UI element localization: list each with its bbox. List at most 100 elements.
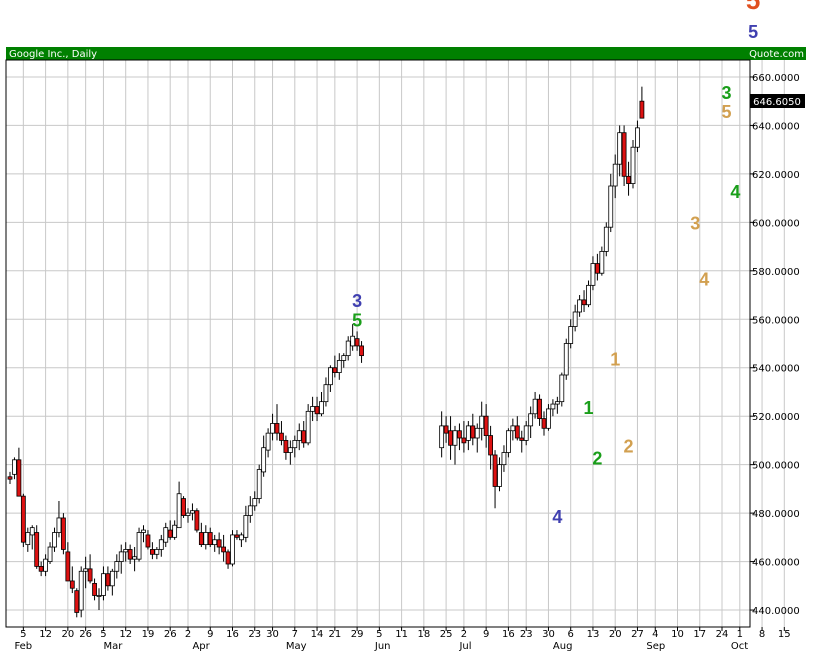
candle-down — [61, 517, 66, 550]
candle-up — [25, 532, 31, 546]
wave-label: 4 — [552, 507, 562, 527]
candle-up — [497, 464, 502, 487]
candle-up — [256, 469, 262, 499]
y-tick-label: 500.0000 — [752, 461, 800, 472]
candle-up — [305, 410, 311, 444]
candle-up — [323, 384, 329, 403]
candle-down — [461, 437, 467, 444]
candle-up — [501, 452, 507, 466]
month-label: Sep — [646, 641, 665, 652]
candle-down — [194, 510, 200, 531]
wave-label: 1 — [610, 349, 620, 369]
candle-down — [537, 398, 542, 420]
month-label: Oct — [731, 641, 748, 652]
candle-up — [47, 546, 53, 562]
candle-up — [439, 425, 445, 449]
month-label: May — [286, 641, 307, 652]
candle-down — [483, 415, 489, 436]
candle-up — [550, 403, 556, 410]
candle-down — [470, 425, 476, 439]
x-tick-label: 6 — [568, 629, 574, 640]
candle-up — [532, 398, 538, 415]
candle-up — [163, 527, 169, 543]
x-tick-label: 10 — [671, 629, 684, 640]
candle-down — [87, 568, 93, 582]
x-tick-label: 1 — [737, 629, 743, 640]
candle-up — [56, 517, 62, 533]
candle-up — [158, 539, 164, 550]
x-axis-ticks: 5 12 20 26 5 12 19 26 2 9 16 23 30 7 14 21 29 5 11 18 25 2 9 16… — [14, 627, 791, 652]
candle-down — [279, 432, 284, 441]
candle-up — [474, 427, 480, 439]
y-tick-label: 620.0000 — [752, 170, 800, 181]
candle-down — [34, 532, 40, 567]
candle-down — [519, 437, 525, 441]
candle-up — [559, 374, 565, 403]
candle-down — [639, 100, 645, 119]
candle-down — [621, 132, 627, 177]
candle-up — [310, 406, 316, 412]
candle-up — [510, 425, 516, 432]
candle-up — [586, 284, 591, 306]
candle-down — [541, 418, 547, 429]
chart-title: Google Inc., Daily — [9, 49, 97, 60]
candle-down — [225, 551, 231, 565]
wave-labels-layer: 112235434354555 — [352, 0, 760, 527]
candle-down — [626, 175, 631, 184]
candle-up — [136, 532, 142, 560]
candle-up — [479, 415, 485, 429]
candle-up — [350, 335, 356, 347]
x-tick-label: 5 — [100, 629, 106, 640]
y-tick-label: 580.0000 — [752, 267, 800, 278]
candle-up — [29, 527, 35, 536]
source-label: Quote.com — [749, 49, 804, 60]
x-tick-label: 17 — [693, 629, 706, 640]
candle-up — [599, 251, 605, 274]
candle-up — [185, 512, 191, 516]
candle-down — [65, 551, 71, 582]
candle-down — [198, 532, 204, 546]
candle-down — [359, 345, 364, 357]
candle-down — [514, 425, 520, 439]
candle-down — [69, 580, 75, 589]
y-tick-label: 480.0000 — [752, 509, 800, 520]
candle-up — [341, 355, 347, 361]
candle-up — [296, 430, 302, 441]
x-tick-label: 20 — [61, 629, 74, 640]
x-tick-label: 5 — [376, 629, 382, 640]
candle-up — [203, 532, 209, 546]
candle-up — [292, 440, 298, 449]
candle-down — [74, 590, 80, 613]
x-tick-label: 12 — [39, 629, 52, 640]
x-tick-label: 9 — [483, 629, 489, 640]
candle-up — [52, 532, 57, 548]
x-tick-label: 30 — [542, 629, 555, 640]
candle-up — [230, 534, 235, 565]
candle-up — [78, 570, 84, 611]
month-label: Apr — [192, 641, 210, 652]
y-tick-label: 660.0000 — [752, 73, 800, 84]
candle-up — [319, 401, 324, 415]
header-bar — [6, 47, 806, 60]
candle-down — [595, 263, 600, 274]
candle-down — [145, 534, 151, 548]
candle-up — [528, 413, 534, 427]
x-tick-label: 25 — [440, 629, 453, 640]
x-tick-label: 29 — [351, 629, 364, 640]
candle-up — [465, 425, 471, 441]
y-axis-ticks: 440.0000 460.0000 480.0000 500.0000 520.0000… — [750, 73, 800, 617]
candle-down — [181, 498, 186, 516]
candle-up — [630, 146, 636, 184]
wave-label: 1 — [583, 398, 593, 418]
x-tick-label: 5 — [20, 629, 26, 640]
candle-up — [243, 515, 249, 538]
candle-up — [568, 326, 574, 344]
x-tick-label: 7 — [292, 629, 298, 640]
candle-down — [581, 299, 587, 306]
candle-up — [452, 430, 458, 446]
candle-up — [154, 549, 160, 555]
candle-down — [234, 534, 240, 538]
wave-label: 4 — [699, 269, 709, 289]
candle-up — [114, 561, 120, 572]
x-tick-label: 27 — [631, 629, 644, 640]
